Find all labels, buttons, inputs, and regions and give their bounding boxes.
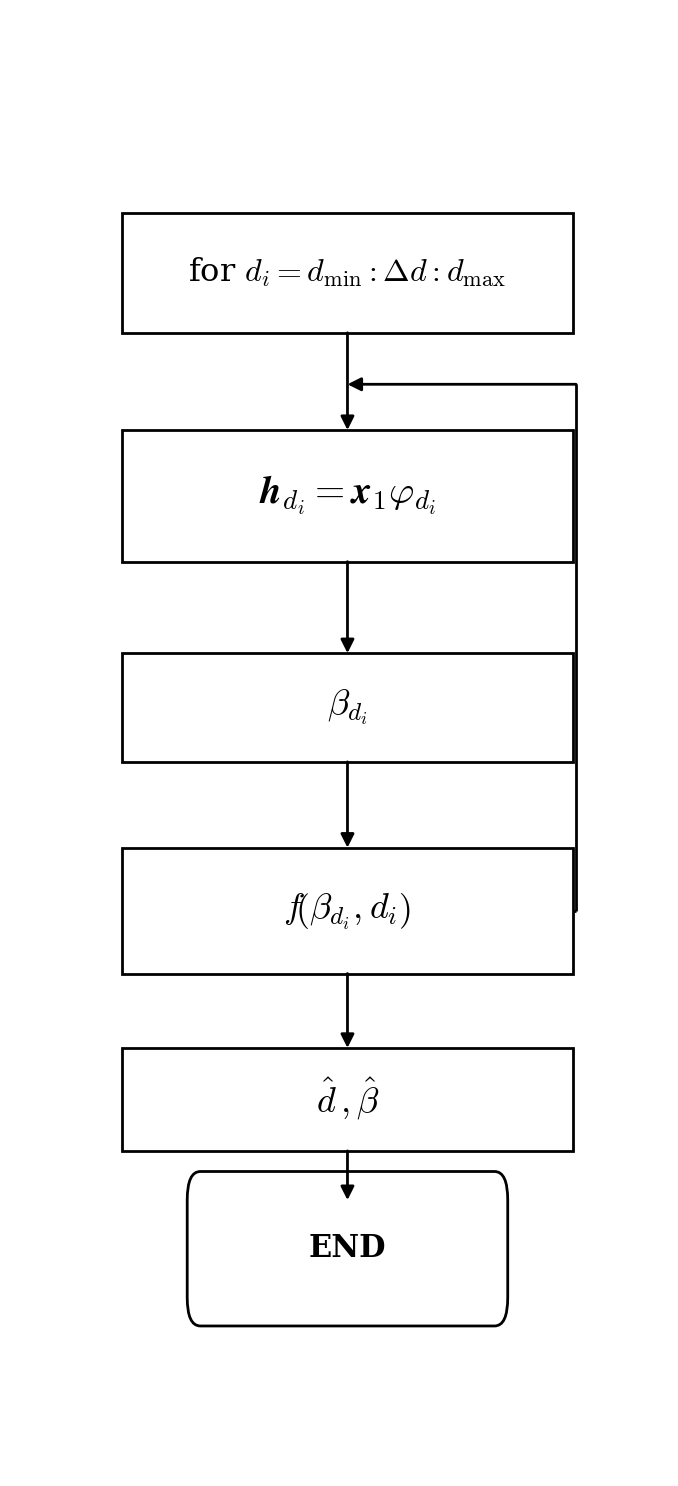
Text: for $d_i = d_{\mathrm{min}} : \Delta d : d_{\mathrm{max}}$: for $d_i = d_{\mathrm{min}} : \Delta d :…	[188, 256, 506, 290]
Text: $\boldsymbol{h}_{d_i} = \boldsymbol{x}_1 \boldsymbol{\varphi}_{d_i}$: $\boldsymbol{h}_{d_i} = \boldsymbol{x}_1…	[259, 474, 436, 517]
Text: $f\!\left(\beta_{d_i}, d_i\right)$: $f\!\left(\beta_{d_i}, d_i\right)$	[283, 890, 412, 930]
Text: $\beta_{d_i}$: $\beta_{d_i}$	[327, 688, 368, 727]
Text: $\hat{d}\, , \hat{\beta}$: $\hat{d}\, , \hat{\beta}$	[316, 1076, 379, 1122]
FancyBboxPatch shape	[121, 1048, 574, 1150]
FancyBboxPatch shape	[121, 654, 574, 762]
Text: END: END	[308, 1233, 386, 1265]
FancyBboxPatch shape	[121, 429, 574, 562]
FancyBboxPatch shape	[187, 1171, 508, 1326]
FancyBboxPatch shape	[121, 212, 574, 333]
FancyBboxPatch shape	[121, 847, 574, 973]
